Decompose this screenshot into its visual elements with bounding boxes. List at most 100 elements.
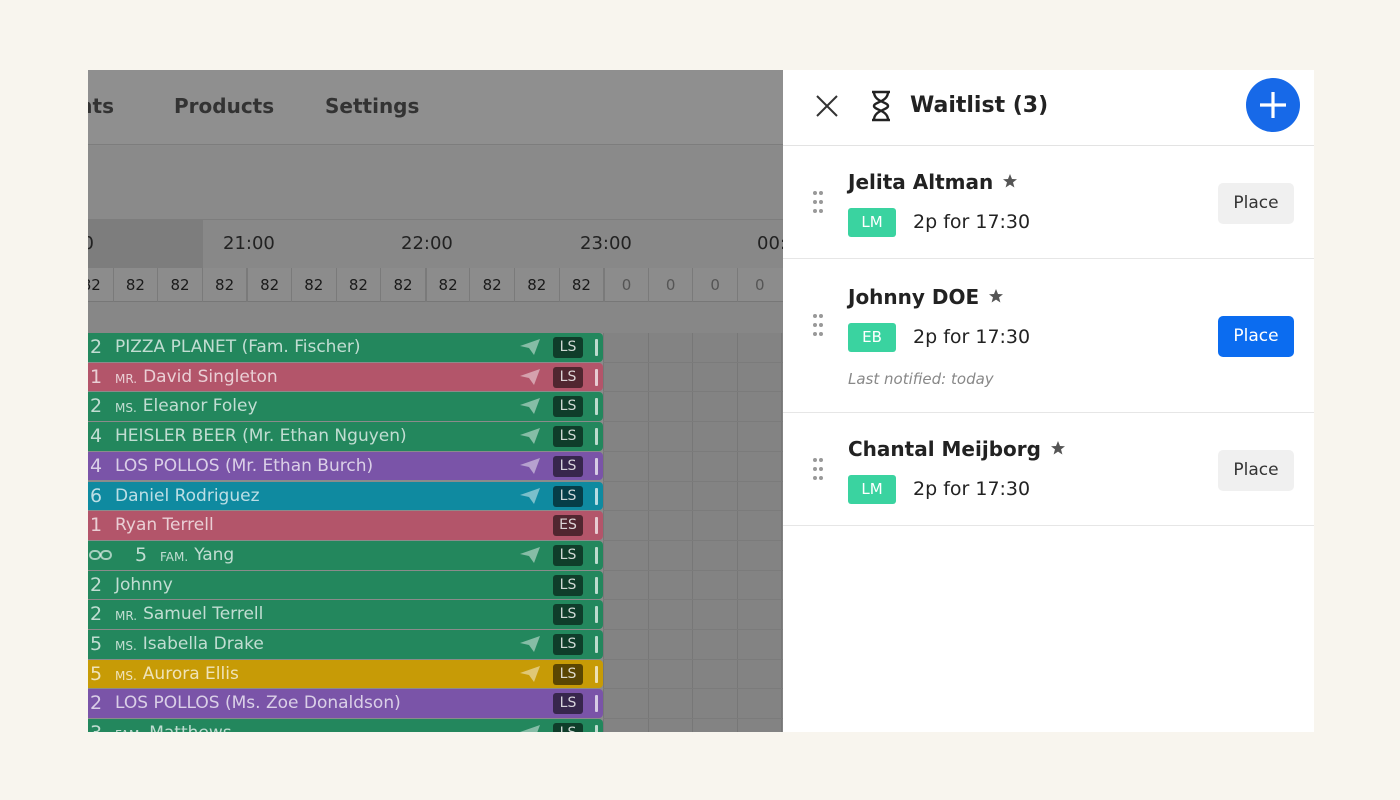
- guest-name: Chantal Meijborg: [848, 437, 1041, 461]
- link-icon: [88, 547, 114, 563]
- capacity-cell: 0: [692, 268, 737, 302]
- grid-row-line: [603, 450, 783, 452]
- end-handle: [595, 546, 598, 564]
- end-handle: [595, 398, 598, 416]
- guest-title: MR.: [115, 371, 138, 386]
- capacity-cell: 82: [246, 268, 291, 302]
- time-label: 0: [88, 233, 94, 254]
- grid-row-line: [603, 480, 783, 482]
- grid-row-line: [603, 391, 783, 393]
- reservation-bar[interactable]: 4 LOS POLLOS (Mr. Ethan Burch) LS: [88, 451, 603, 481]
- sent-icon: [519, 427, 541, 445]
- end-handle: [595, 725, 598, 732]
- drag-handle[interactable]: [812, 457, 824, 481]
- guest-name: Johnny DOE: [848, 285, 980, 309]
- guest-name: Johnny: [115, 574, 173, 595]
- guest-name: David Singleton: [143, 366, 278, 387]
- party-size: 1: [90, 365, 103, 388]
- guest-name: Isabella Drake: [142, 634, 264, 654]
- dimmed-schedule: nts Products Settings 0 21:00 22:00 23:00 00: 82…: [88, 70, 783, 732]
- end-handle: [595, 636, 598, 653]
- reservation-bar[interactable]: 4 HEISLER BEER (Mr. Ethan Nguyen) LS: [88, 422, 603, 451]
- status-badge: LS: [553, 396, 583, 418]
- grid-column-line: [647, 333, 649, 732]
- waitlist-item: Chantal Meijborg LM 2p for 17:30 Place: [783, 413, 1314, 526]
- reservation-bar[interactable]: 1 MR. David Singleton LS: [88, 362, 603, 392]
- sent-icon: [519, 546, 541, 564]
- guest-name: Aurora Ellis: [142, 663, 239, 684]
- grid-row-line: [603, 569, 783, 571]
- grid-row-line: [603, 718, 783, 720]
- last-notified: Last notified: today: [848, 370, 994, 388]
- drag-handle[interactable]: [812, 190, 824, 214]
- reservation-bar[interactable]: 5 MS. Aurora Ellis LS: [88, 659, 603, 689]
- capacity-cell: 0: [737, 268, 782, 302]
- reservation-bar[interactable]: 5 MS. Isabella Drake LS: [88, 630, 603, 659]
- waitlist-item: Jelita Altman LM 2p for 17:30 Place: [783, 146, 1314, 259]
- reservation-bar[interactable]: 5 FAM. Yang LS: [88, 540, 603, 570]
- sent-icon: [519, 368, 541, 386]
- sent-icon: [519, 457, 541, 475]
- grid-row-line: [603, 361, 783, 363]
- guest-title: MR.: [115, 609, 138, 624]
- reservation-bar[interactable]: 1 Ryan Terrell ES: [88, 511, 603, 540]
- capacity-cell: 0: [603, 268, 648, 302]
- time-label: 00:: [757, 233, 783, 254]
- status-badge: LS: [553, 693, 583, 715]
- guest-title: MS.: [115, 639, 137, 653]
- grid-row-line: [603, 421, 783, 423]
- place-button[interactable]: Place: [1218, 316, 1294, 357]
- party-size: 5: [90, 662, 103, 685]
- grid-row-line: [603, 510, 783, 512]
- close-button[interactable]: [815, 94, 839, 118]
- status-badge: LS: [553, 366, 583, 388]
- drag-handle[interactable]: [812, 313, 824, 337]
- party-size: 2: [90, 336, 103, 358]
- status-badge: LS: [553, 663, 583, 685]
- nav-bar: [88, 70, 783, 145]
- place-button[interactable]: Place: [1218, 182, 1294, 224]
- reservation-bar[interactable]: 6 Daniel Rodriguez LS: [88, 481, 603, 511]
- end-handle: [595, 368, 598, 386]
- booking-details: 2p for 17:30: [913, 478, 1031, 500]
- timeline-past: [88, 220, 203, 268]
- place-button[interactable]: Place: [1218, 449, 1294, 491]
- sent-icon: [519, 487, 541, 505]
- status-badge: LS: [553, 604, 583, 626]
- grid-row-line: [603, 688, 783, 690]
- capacity-cell: 82: [514, 268, 559, 302]
- time-label: 22:00: [401, 233, 453, 254]
- reservation-bar[interactable]: 3 FAM. Matthews LS: [88, 719, 603, 732]
- grid-column-line: [736, 333, 738, 732]
- reservation-bar[interactable]: 2 MR. Samuel Terrell LS: [88, 600, 603, 629]
- party-size: 1: [90, 514, 103, 537]
- end-handle: [595, 695, 598, 713]
- guest-name: Eleanor Foley: [142, 396, 258, 417]
- nav-tab[interactable]: Settings: [325, 94, 420, 118]
- reservation-bar[interactable]: 2 MS. Eleanor Foley LS: [88, 392, 603, 422]
- grid-column-line: [781, 333, 783, 732]
- tag-badge: LM: [848, 475, 896, 504]
- guest-name: Matthews: [149, 719, 231, 732]
- reservation-bar[interactable]: 2 PIZZA PLANET (Fam. Fischer) LS: [88, 333, 603, 362]
- add-button[interactable]: [1246, 78, 1300, 132]
- capacity-cell: 82: [157, 268, 202, 302]
- status-badge: LS: [553, 455, 583, 477]
- nav-tab[interactable]: Products: [174, 94, 275, 118]
- capacity-cell: 82: [335, 268, 381, 302]
- reservation-bar[interactable]: 2 Johnny LS: [88, 570, 603, 600]
- sent-icon: [519, 665, 541, 683]
- vip-star: [1050, 440, 1066, 456]
- capacity-cell: 82: [88, 268, 113, 302]
- reservation-bar[interactable]: 2 LOS POLLOS (Ms. Zoe Donaldson) LS: [88, 689, 603, 719]
- capacity-cell: 82: [291, 268, 336, 302]
- grid-row-line: [603, 658, 783, 660]
- party-size: 2: [90, 573, 103, 596]
- sent-icon: [519, 635, 541, 653]
- grid-row-line: [603, 629, 783, 630]
- end-handle: [595, 339, 598, 356]
- end-handle: [595, 517, 598, 535]
- nav-tab[interactable]: nts: [88, 94, 114, 118]
- status-badge: LS: [553, 426, 583, 448]
